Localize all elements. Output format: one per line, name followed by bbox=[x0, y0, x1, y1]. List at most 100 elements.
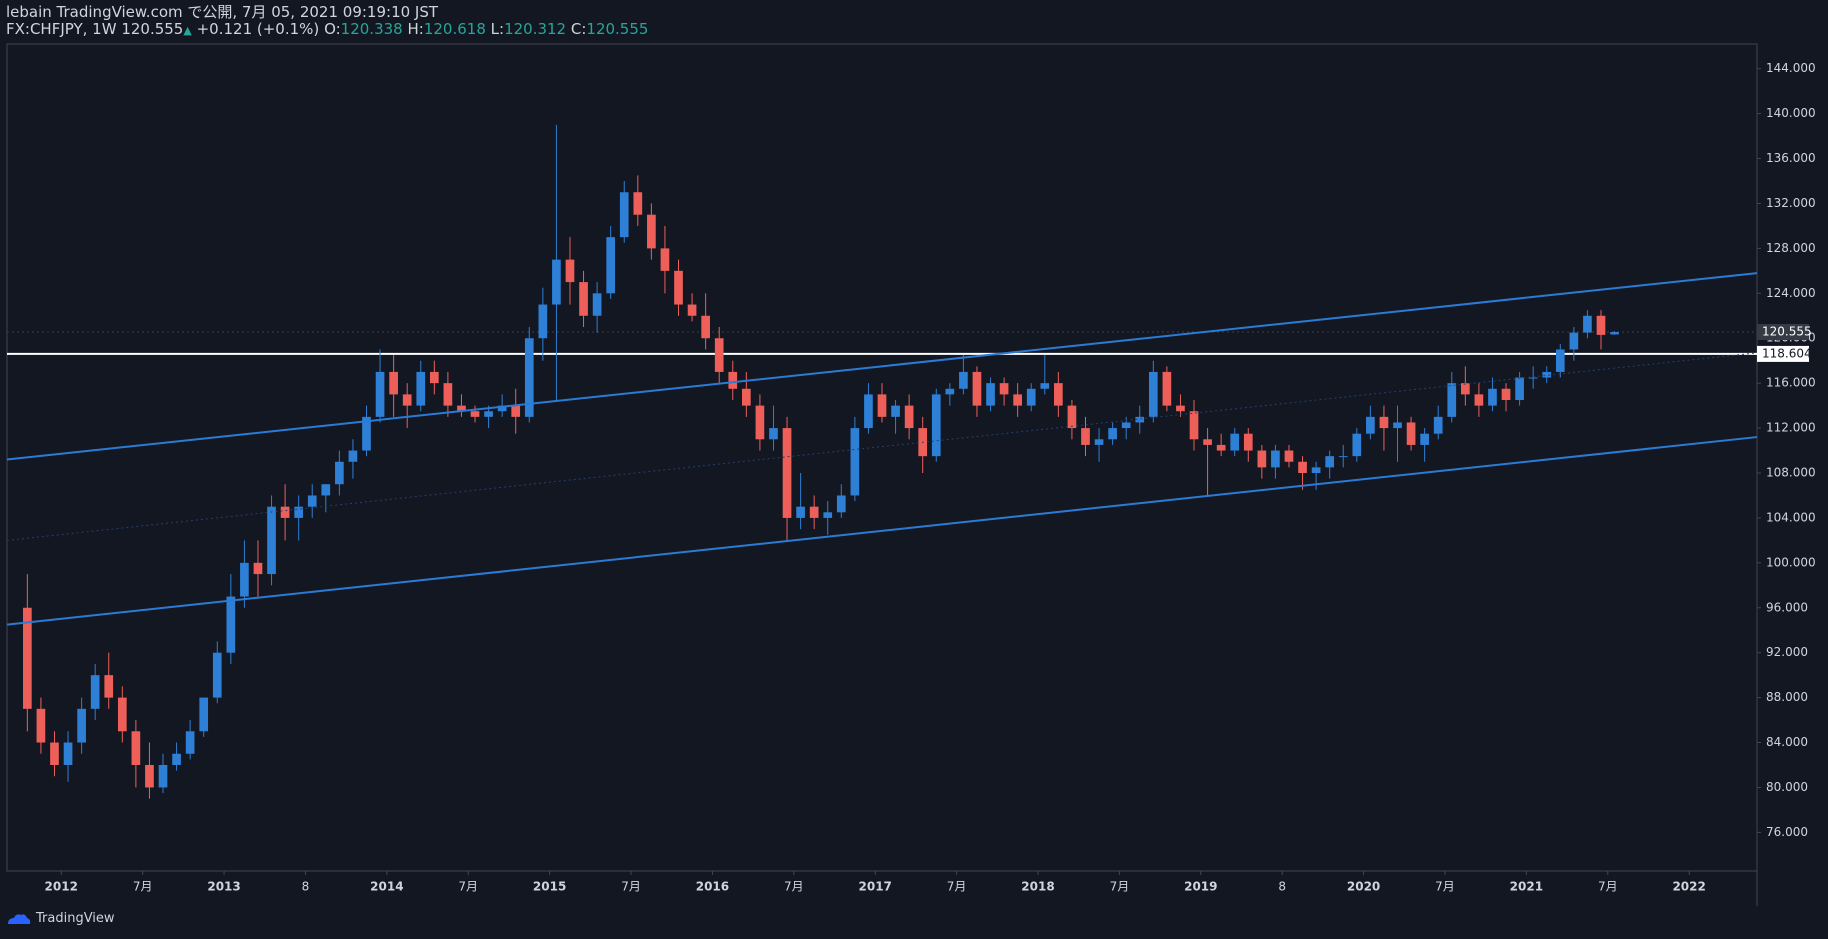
x-tick-label: 2019 bbox=[1184, 880, 1217, 894]
y-tick-label: 104.000 bbox=[1766, 510, 1816, 524]
candle-body bbox=[1013, 394, 1022, 406]
y-tick-label: 100.000 bbox=[1766, 555, 1816, 569]
candle-body bbox=[50, 742, 59, 765]
candle-body bbox=[1216, 444, 1226, 451]
x-tick-label: 2020 bbox=[1347, 880, 1380, 894]
candle-body bbox=[1094, 439, 1104, 445]
candle-body bbox=[1610, 332, 1619, 335]
candle-body bbox=[23, 607, 32, 709]
x-tick-label: 7月 bbox=[1435, 880, 1455, 894]
candle-body bbox=[592, 293, 602, 316]
candle-body bbox=[307, 495, 317, 507]
y-tick-label: 128.000 bbox=[1766, 241, 1816, 255]
candle-body bbox=[1148, 371, 1158, 417]
candle-body bbox=[1433, 416, 1443, 434]
candle-body bbox=[1406, 422, 1416, 445]
candle-body bbox=[755, 405, 765, 440]
change: +0.121 (+0.1%) bbox=[196, 20, 320, 38]
x-tick-label: 8 bbox=[302, 880, 310, 894]
candle-body bbox=[647, 214, 656, 249]
candle-body bbox=[1189, 411, 1199, 440]
candle-body bbox=[1379, 416, 1389, 429]
footer[interactable]: TradingView bbox=[6, 911, 115, 926]
candle-body bbox=[1501, 388, 1511, 401]
plot-border bbox=[6, 43, 1758, 872]
candle-body bbox=[226, 596, 236, 653]
y-tick-label: 84.000 bbox=[1766, 735, 1808, 749]
candle-body bbox=[728, 371, 738, 389]
candle-body bbox=[524, 338, 534, 417]
candle-body bbox=[1352, 433, 1362, 457]
candle-body bbox=[77, 708, 86, 743]
candle-body bbox=[931, 394, 941, 457]
candle-body bbox=[1054, 383, 1063, 406]
candle-body bbox=[1569, 332, 1579, 350]
candle-body bbox=[809, 506, 819, 518]
x-tick-label: 7月 bbox=[1598, 880, 1618, 894]
y-tick-label: 116.000 bbox=[1766, 376, 1816, 390]
x-tick-label: 7月 bbox=[133, 880, 153, 894]
h: 120.618 bbox=[423, 20, 486, 38]
candle-body bbox=[63, 742, 73, 765]
arrow: ▲ bbox=[183, 24, 192, 37]
l: 120.312 bbox=[504, 20, 567, 38]
candle-body bbox=[484, 411, 493, 417]
x-tick-label: 7月 bbox=[1110, 880, 1130, 894]
candle-body bbox=[1230, 433, 1240, 451]
candle-body bbox=[470, 411, 480, 417]
c: 120.555 bbox=[586, 20, 649, 38]
y-tick-label: 92.000 bbox=[1766, 645, 1808, 659]
x-tick-label: 2015 bbox=[533, 880, 566, 894]
price-label: 120.555 bbox=[1762, 325, 1812, 339]
candle-body bbox=[674, 270, 683, 305]
candle-body bbox=[823, 512, 833, 518]
o: 120.338 bbox=[340, 20, 403, 38]
y-tick-label: 124.000 bbox=[1766, 286, 1816, 300]
candle-body bbox=[1596, 315, 1606, 335]
candle-body bbox=[1447, 383, 1457, 417]
x-tick-label: 2021 bbox=[1510, 880, 1543, 894]
x-tick-label: 8 bbox=[1278, 880, 1286, 894]
candle-body bbox=[538, 304, 548, 339]
candle-body bbox=[999, 383, 1009, 395]
l-label: L: bbox=[490, 20, 505, 38]
candle-body bbox=[552, 259, 561, 305]
candle-body bbox=[1311, 467, 1321, 473]
candle-body bbox=[782, 428, 792, 518]
candle-body bbox=[267, 506, 276, 575]
candle-body bbox=[1298, 461, 1307, 473]
y-tick-label: 76.000 bbox=[1766, 825, 1808, 839]
candle-body bbox=[1583, 315, 1592, 333]
h-label: H: bbox=[407, 20, 424, 38]
x-tick-label: 7月 bbox=[947, 880, 967, 894]
candle-body bbox=[864, 394, 873, 429]
candle-body bbox=[1474, 394, 1484, 406]
candle-body bbox=[172, 753, 181, 765]
candle-body bbox=[1162, 371, 1172, 406]
candle-body bbox=[443, 383, 453, 406]
candle-body bbox=[1528, 377, 1538, 379]
candle-body bbox=[1460, 383, 1470, 395]
candle-body bbox=[212, 652, 222, 698]
candle-body bbox=[1121, 422, 1131, 429]
candle-body bbox=[714, 338, 724, 372]
y-tick-label: 112.000 bbox=[1766, 421, 1816, 435]
candle-body bbox=[362, 416, 371, 451]
candle-body bbox=[972, 371, 982, 406]
y-tick-label: 88.000 bbox=[1766, 690, 1808, 704]
candle-body bbox=[1515, 377, 1524, 401]
chart: 76.000 80.000 84.000 88.000 92.000 96.000 100.… bbox=[6, 43, 1816, 906]
o-label: O: bbox=[324, 20, 341, 38]
x-tick-label: 2012 bbox=[45, 880, 78, 894]
candle-body bbox=[891, 405, 900, 417]
candle-body bbox=[877, 394, 887, 417]
candle-body bbox=[1243, 433, 1253, 451]
candle-body bbox=[1203, 439, 1212, 445]
candle-body bbox=[579, 282, 588, 316]
x-tick-label: 7月 bbox=[621, 880, 641, 894]
candle-body bbox=[321, 484, 331, 496]
symbol-line: FX:CHFJPY, 1W 120.555▲ +0.121 (+0.1%) O:… bbox=[6, 21, 648, 39]
candle-body bbox=[145, 764, 154, 788]
x-tick-label: 2016 bbox=[696, 880, 729, 894]
